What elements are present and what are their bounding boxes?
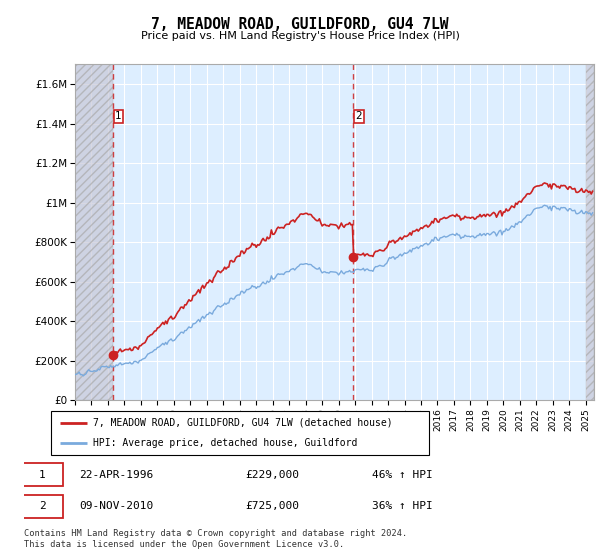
Text: 2: 2 [39,501,46,511]
Text: 1: 1 [39,470,46,480]
Text: 36% ↑ HPI: 36% ↑ HPI [372,501,433,511]
Text: 7, MEADOW ROAD, GUILDFORD, GU4 7LW (detached house): 7, MEADOW ROAD, GUILDFORD, GU4 7LW (deta… [92,418,392,428]
Text: 09-NOV-2010: 09-NOV-2010 [79,501,154,511]
Text: HPI: Average price, detached house, Guildford: HPI: Average price, detached house, Guil… [92,438,357,448]
Bar [586,64,594,400]
Text: 46% ↑ HPI: 46% ↑ HPI [372,470,433,480]
Text: 1: 1 [115,111,122,122]
FancyBboxPatch shape [21,463,62,487]
FancyBboxPatch shape [21,494,62,518]
Text: Contains HM Land Registry data © Crown copyright and database right 2024.
This d: Contains HM Land Registry data © Crown c… [24,529,407,549]
Text: 22-APR-1996: 22-APR-1996 [79,470,154,480]
FancyBboxPatch shape [51,411,429,455]
Bar [75,64,113,400]
Text: 7, MEADOW ROAD, GUILDFORD, GU4 7LW: 7, MEADOW ROAD, GUILDFORD, GU4 7LW [151,17,449,32]
Text: Price paid vs. HM Land Registry's House Price Index (HPI): Price paid vs. HM Land Registry's House … [140,31,460,41]
Text: £229,000: £229,000 [245,470,299,480]
Text: £725,000: £725,000 [245,501,299,511]
Text: 2: 2 [355,111,362,122]
